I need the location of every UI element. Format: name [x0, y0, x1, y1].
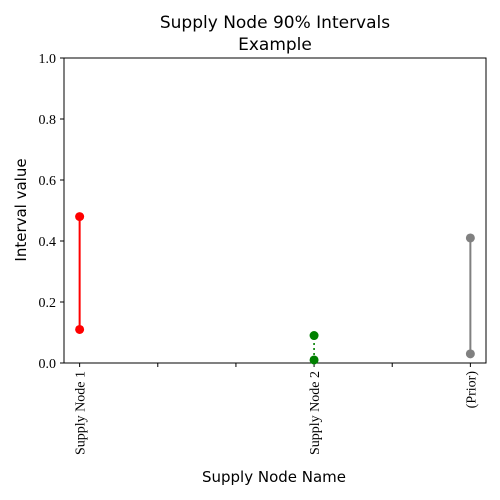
plot-area	[63, 57, 487, 364]
interval-low-point	[309, 355, 319, 365]
chart-title-line: Supply Node 90% Intervals	[160, 13, 390, 33]
y-tick-label: 0.4	[39, 235, 57, 250]
x-tick-label: Supply Node 1	[74, 371, 89, 455]
interval-high-point	[465, 233, 475, 243]
x-tick-label: (Prior)	[464, 371, 479, 409]
y-axis-label: Interval value	[12, 158, 30, 261]
x-axis-label: Supply Node Name	[202, 468, 346, 486]
interval-marks	[75, 212, 475, 365]
y-tick-label: 0.0	[39, 357, 57, 372]
interval-high-point	[75, 212, 85, 222]
chart-title-line: Example	[238, 35, 312, 55]
y-tick-label: 0.8	[39, 113, 57, 128]
x-axis-ticks: Supply Node 1 Supply Node 2 (Prior)	[74, 363, 479, 455]
interval-low-point	[465, 349, 475, 359]
y-tick-label: 0.2	[39, 296, 57, 311]
interval-low-point	[75, 324, 85, 334]
plot-frame	[63, 57, 487, 364]
interval-high-point	[309, 331, 319, 341]
y-tick-label: 1.0	[39, 52, 57, 67]
y-tick-label: 0.6	[39, 174, 57, 189]
y-axis-ticks: 0.0 0.2 0.4 0.6 0.8 1.0	[39, 52, 64, 372]
x-tick-label: Supply Node 2	[308, 371, 323, 455]
